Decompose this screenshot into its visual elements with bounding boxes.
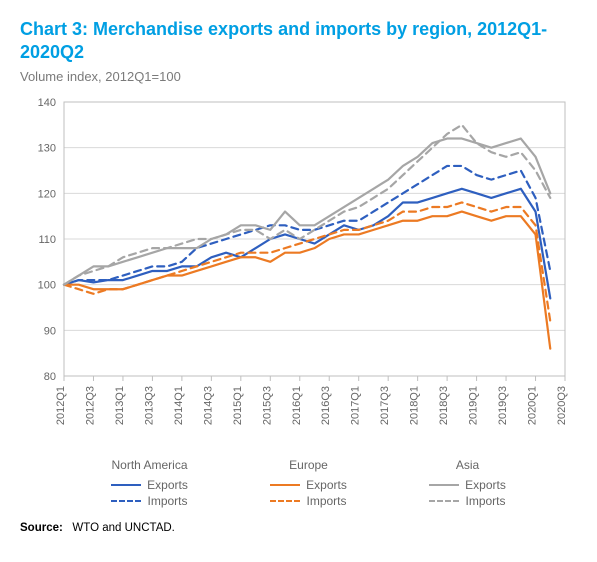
svg-text:120: 120 bbox=[38, 188, 56, 200]
svg-text:140: 140 bbox=[38, 97, 56, 109]
legend-header: North America bbox=[111, 458, 187, 472]
legend-label: Exports bbox=[147, 478, 188, 492]
legend-group: North America Exports Imports bbox=[111, 458, 188, 508]
source-text: WTO and UNCTAD. bbox=[72, 522, 174, 534]
legend-label: Imports bbox=[465, 494, 505, 508]
legend-label: Imports bbox=[306, 494, 346, 508]
svg-text:2018Q3: 2018Q3 bbox=[438, 386, 450, 425]
chart-area: 80 90 100 110 120 130 140 2012Q1 2012Q3 2013Q1 201… bbox=[20, 94, 577, 454]
legend-swatch bbox=[429, 500, 459, 502]
legend-swatch bbox=[270, 500, 300, 502]
legend-group: Asia Exports Imports bbox=[429, 458, 506, 508]
legend-header: Europe bbox=[289, 458, 328, 472]
series-as_exports bbox=[64, 139, 550, 285]
svg-text:2012Q3: 2012Q3 bbox=[84, 386, 96, 425]
svg-text:2014Q3: 2014Q3 bbox=[202, 386, 214, 425]
legend-label: Exports bbox=[306, 478, 347, 492]
svg-text:2019Q1: 2019Q1 bbox=[468, 386, 480, 425]
legend-swatch bbox=[270, 484, 300, 486]
legend-item: Imports bbox=[429, 494, 505, 508]
legend-swatch bbox=[111, 484, 141, 486]
svg-text:2015Q3: 2015Q3 bbox=[261, 386, 273, 425]
svg-text:2012Q1: 2012Q1 bbox=[55, 386, 67, 425]
series-as_imports bbox=[64, 125, 550, 285]
legend-group: Europe Exports Imports bbox=[270, 458, 347, 508]
legend-label: Imports bbox=[147, 494, 187, 508]
svg-text:2017Q1: 2017Q1 bbox=[350, 386, 362, 425]
svg-text:110: 110 bbox=[38, 234, 56, 246]
legend: North America Exports Imports Europe Exports… bbox=[20, 458, 577, 508]
source-line: Source: WTO and UNCTAD. bbox=[20, 522, 577, 534]
svg-text:2020Q1: 2020Q1 bbox=[527, 386, 539, 425]
chart-title: Chart 3: Merchandise exports and imports… bbox=[20, 18, 577, 63]
svg-text:2019Q3: 2019Q3 bbox=[497, 386, 509, 425]
svg-text:100: 100 bbox=[38, 280, 56, 292]
line-chart: 80 90 100 110 120 130 140 2012Q1 2012Q3 2013Q1 201… bbox=[20, 94, 577, 454]
legend-header: Asia bbox=[456, 458, 479, 472]
svg-text:2015Q1: 2015Q1 bbox=[232, 386, 244, 425]
svg-text:2018Q1: 2018Q1 bbox=[409, 386, 421, 425]
legend-swatch bbox=[429, 484, 459, 486]
chart-page: Chart 3: Merchandise exports and imports… bbox=[0, 0, 597, 562]
svg-text:130: 130 bbox=[38, 143, 56, 155]
svg-text:90: 90 bbox=[44, 325, 56, 337]
svg-text:2013Q1: 2013Q1 bbox=[114, 386, 126, 425]
svg-text:2014Q1: 2014Q1 bbox=[173, 386, 185, 425]
series-eu_exports bbox=[64, 212, 550, 349]
legend-item: Imports bbox=[270, 494, 346, 508]
legend-item: Exports bbox=[429, 478, 506, 492]
legend-swatch bbox=[111, 500, 141, 502]
series-na_exports bbox=[64, 189, 550, 299]
series-eu_imports bbox=[64, 202, 550, 321]
svg-text:2017Q3: 2017Q3 bbox=[379, 386, 391, 425]
legend-item: Exports bbox=[270, 478, 347, 492]
legend-item: Exports bbox=[111, 478, 188, 492]
svg-text:2016Q3: 2016Q3 bbox=[320, 386, 332, 425]
legend-item: Imports bbox=[111, 494, 187, 508]
source-label: Source: bbox=[20, 522, 63, 534]
svg-text:80: 80 bbox=[44, 371, 56, 383]
svg-text:2020Q3: 2020Q3 bbox=[556, 386, 568, 425]
svg-text:2013Q3: 2013Q3 bbox=[143, 386, 155, 425]
chart-subtitle: Volume index, 2012Q1=100 bbox=[20, 69, 577, 84]
svg-text:2016Q1: 2016Q1 bbox=[291, 386, 303, 425]
legend-label: Exports bbox=[465, 478, 506, 492]
